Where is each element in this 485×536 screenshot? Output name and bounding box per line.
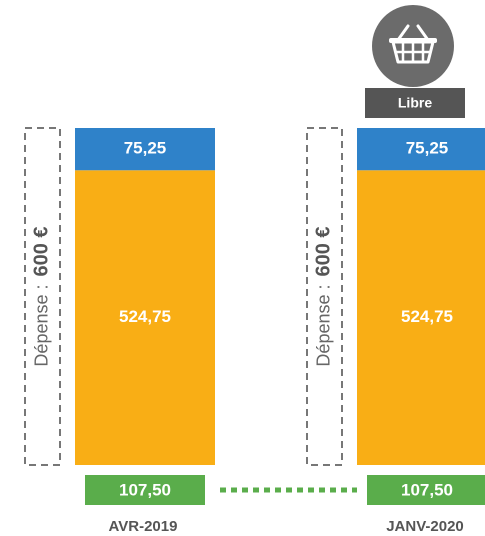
- tag-label: Libre: [398, 95, 432, 111]
- bar-segment: [75, 170, 215, 465]
- value-label: 524,75: [401, 307, 453, 326]
- below-label: 107,50: [119, 480, 171, 499]
- bar-segment: [75, 128, 215, 171]
- category-label: JANV-2020: [386, 518, 464, 535]
- spend-label: Dépense :: [31, 285, 51, 367]
- below-box: [85, 475, 205, 505]
- value-label: 75,25: [406, 139, 449, 158]
- spend-box: [306, 127, 343, 466]
- spend-text: Dépense : 600 €: [313, 226, 335, 366]
- value-label: 524,75: [119, 307, 171, 326]
- spend-box: [24, 127, 61, 466]
- bar-segment: [357, 170, 485, 465]
- below-label: 107,50: [401, 480, 453, 499]
- spend-value: 600 €: [313, 226, 335, 276]
- spend-text: Dépense : 600 €: [31, 226, 53, 366]
- value-label: 75,25: [124, 139, 167, 158]
- category-label: AVR-2019: [109, 518, 178, 535]
- spend-label: Dépense :: [313, 285, 333, 367]
- basket-icon: [372, 5, 454, 87]
- spend-value: 600 €: [31, 226, 53, 276]
- tag-box: [365, 88, 465, 118]
- below-box: [367, 475, 485, 505]
- bar-segment: [357, 128, 485, 171]
